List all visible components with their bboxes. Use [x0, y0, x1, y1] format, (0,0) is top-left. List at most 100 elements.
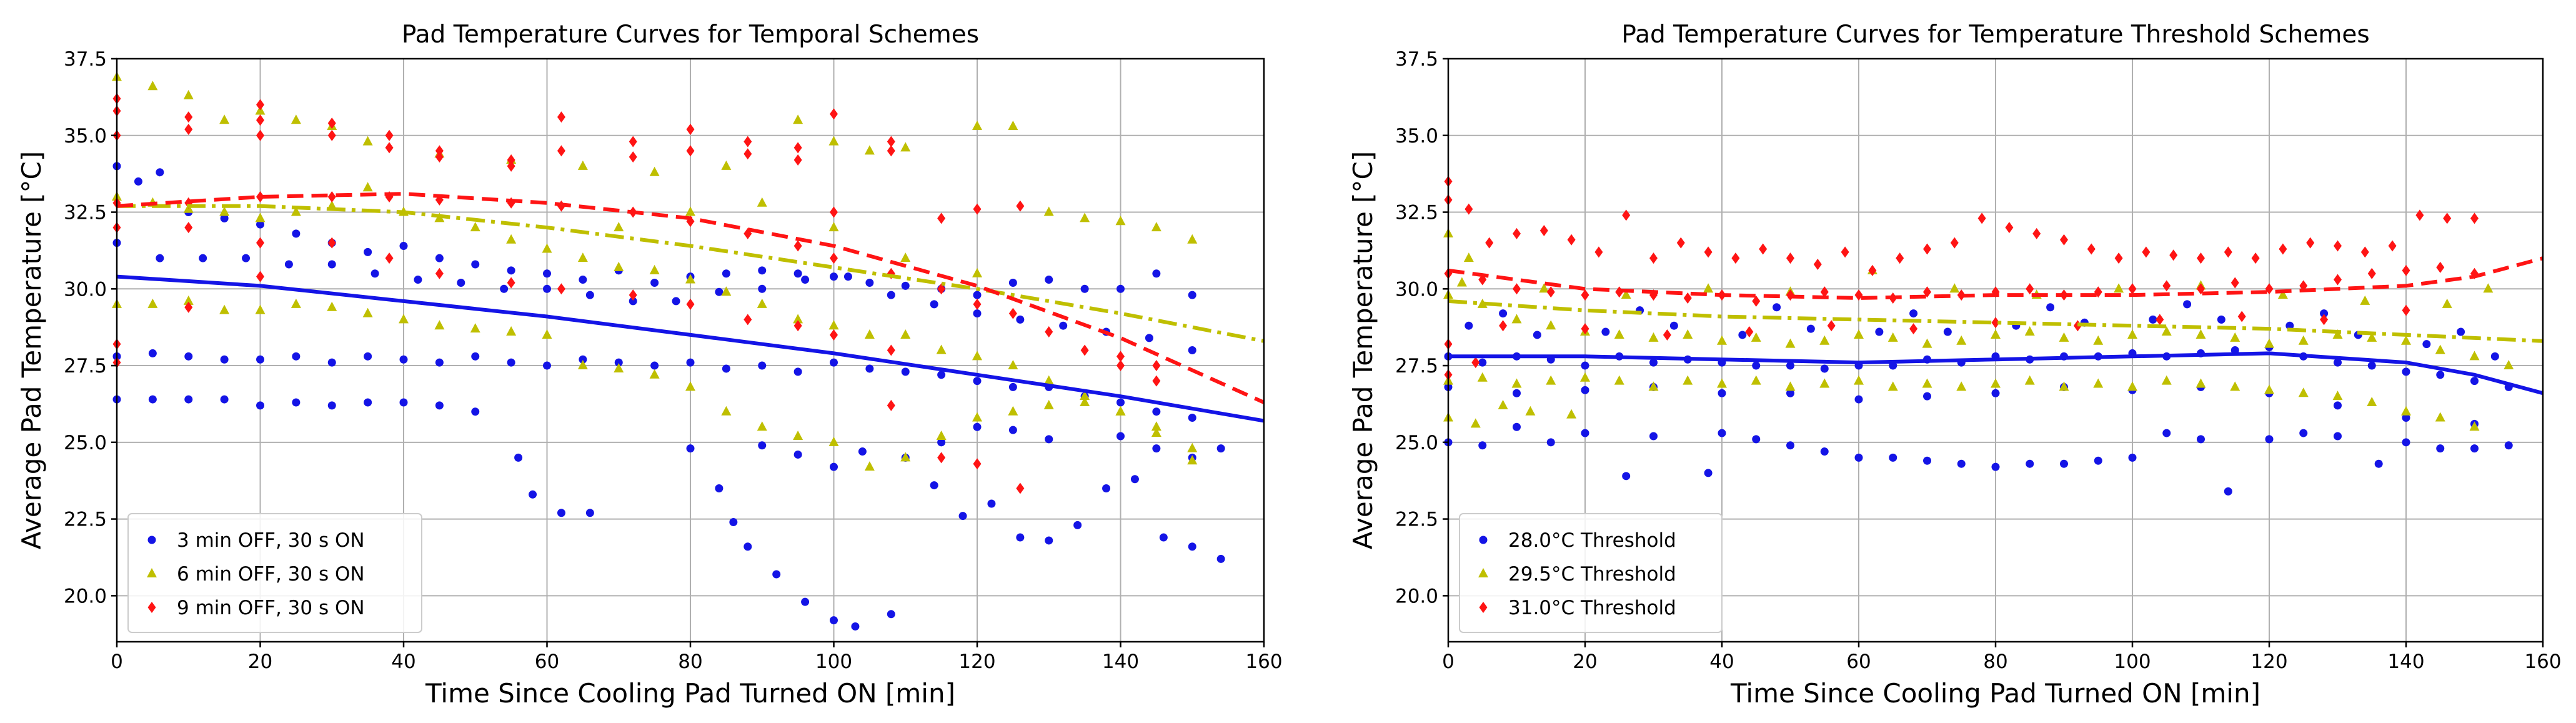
- data-point: [1820, 286, 1829, 298]
- data-point: [715, 484, 724, 492]
- data-point: [1923, 456, 1931, 465]
- data-point: [629, 136, 637, 147]
- data-point: [1957, 459, 1966, 468]
- data-point: [1008, 121, 1018, 131]
- data-point: [828, 136, 839, 146]
- data-point: [184, 352, 193, 361]
- data-point: [435, 358, 444, 367]
- data-point: [758, 284, 767, 293]
- y-tick-label: 22.5: [1395, 509, 1438, 531]
- data-point: [887, 344, 895, 356]
- data-point: [864, 329, 875, 339]
- data-point: [2093, 335, 2104, 345]
- data-point: [722, 364, 730, 373]
- data-point: [2504, 441, 2513, 450]
- data-point: [577, 360, 588, 370]
- data-point: [2504, 360, 2514, 370]
- data-point: [1738, 331, 1747, 339]
- data-point: [1216, 554, 1225, 563]
- data-point: [2415, 209, 2424, 221]
- data-point: [364, 398, 372, 407]
- y-tick-label: 37.5: [1395, 48, 1438, 71]
- data-point: [930, 300, 938, 309]
- data-point: [2367, 361, 2376, 370]
- x-tick-label: 20: [1573, 651, 1597, 673]
- data-point: [1887, 381, 1898, 391]
- data-point: [557, 111, 565, 123]
- data-point: [2128, 453, 2137, 462]
- data-point: [1703, 283, 1714, 293]
- data-point: [327, 401, 336, 410]
- data-point: [2436, 371, 2445, 379]
- data-point: [1080, 344, 1089, 356]
- data-point: [1151, 427, 1161, 437]
- data-point: [901, 367, 910, 376]
- data-point: [1525, 406, 1536, 416]
- data-point: [1187, 234, 1198, 244]
- data-point: [542, 329, 552, 339]
- data-point: [936, 430, 947, 440]
- data-point: [937, 452, 946, 464]
- data-point: [686, 358, 695, 367]
- data-point: [1648, 381, 1659, 391]
- data-point: [2367, 332, 2377, 342]
- legend-marker: [1478, 568, 1488, 577]
- legend-label: 28.0°C Threshold: [1508, 529, 1676, 552]
- x-tick-label: 160: [2524, 651, 2561, 673]
- data-point: [1745, 326, 1754, 338]
- data-point: [937, 371, 946, 379]
- data-point: [2367, 396, 2377, 406]
- data-point: [2032, 227, 2041, 239]
- series-2-points: [112, 71, 1198, 471]
- data-point: [901, 281, 910, 290]
- data-point: [1045, 536, 1053, 545]
- data-point: [2162, 280, 2171, 292]
- y-axis-label: Average Pad Temperature [°C]: [1348, 151, 1378, 550]
- data-point: [1683, 375, 1693, 385]
- data-point: [1043, 399, 1054, 409]
- data-point: [471, 352, 480, 361]
- data-point: [577, 252, 588, 262]
- data-point: [1786, 441, 1794, 450]
- data-point: [1539, 283, 1549, 293]
- x-tick-label: 140: [2387, 651, 2424, 673]
- data-point: [1102, 484, 1111, 492]
- data-point: [2470, 377, 2479, 386]
- data-point: [1008, 307, 1017, 319]
- data-point: [830, 206, 838, 218]
- data-point: [220, 214, 229, 222]
- x-tick-label: 40: [391, 651, 415, 673]
- data-point: [1956, 381, 1967, 391]
- data-point: [793, 142, 802, 154]
- data-point: [2005, 222, 2014, 234]
- data-point: [1896, 252, 1904, 264]
- data-point: [2196, 329, 2206, 339]
- data-point: [1581, 429, 1589, 437]
- legend-marker: [147, 568, 157, 577]
- data-point: [542, 243, 552, 253]
- data-point: [1511, 314, 1522, 324]
- y-tick-label: 32.5: [1395, 202, 1438, 224]
- data-point: [292, 352, 301, 361]
- data-point: [801, 597, 810, 606]
- data-point: [1773, 303, 1781, 312]
- data-point: [1581, 361, 1589, 370]
- data-point: [2237, 311, 2246, 322]
- data-point: [1513, 227, 1521, 239]
- data-point: [614, 261, 624, 271]
- data-point: [2332, 329, 2343, 339]
- data-point: [514, 453, 523, 462]
- data-point: [2277, 289, 2288, 299]
- data-point: [743, 314, 752, 326]
- data-point: [1539, 224, 1548, 236]
- data-point: [1786, 252, 1794, 264]
- data-point: [828, 436, 839, 446]
- data-point: [1465, 321, 1473, 330]
- data-point: [1991, 378, 2001, 388]
- data-point: [1581, 289, 1589, 301]
- data-point: [2060, 234, 2068, 246]
- data-point: [650, 361, 659, 370]
- data-point: [134, 177, 142, 186]
- data-point: [507, 154, 515, 166]
